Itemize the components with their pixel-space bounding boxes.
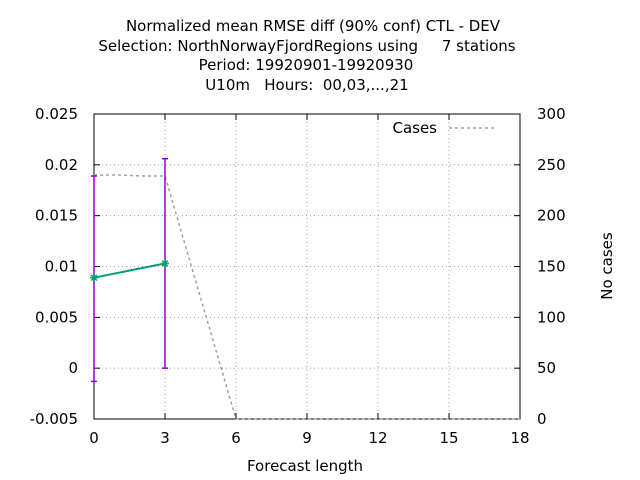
data-point (90, 273, 98, 282)
y-tick-label: 0.015 (35, 207, 78, 225)
cases-line (94, 174, 520, 420)
chart-title: Normalized mean RMSE diff (90% conf) CTL… (98, 17, 515, 94)
y2-tick-label: 200 (537, 207, 566, 225)
title-line-3: Period: 19920901-19920930 (199, 56, 414, 74)
legend: Cases (392, 119, 495, 137)
x-axis-ticks: 0 3 6 9 12 15 18 (89, 114, 530, 447)
y-tick-label: 0 (68, 359, 78, 377)
y2-axis-label: No cases (598, 232, 616, 300)
series-layer (90, 157, 520, 420)
data-point-stroke (90, 274, 98, 282)
data-point (161, 259, 169, 268)
y-tick-label: 0.005 (35, 308, 78, 326)
x-tick-label: 12 (368, 429, 387, 447)
title-line-2: Selection: NorthNorwayFjordRegions using… (98, 37, 515, 55)
x-tick-label: 15 (439, 429, 458, 447)
legend-label-cases: Cases (392, 119, 437, 137)
y-tick-label: 0.01 (45, 258, 78, 276)
x-axis-label: Forecast length (247, 457, 363, 475)
y2-tick-label: 0 (537, 410, 547, 428)
x-tick-label: 9 (302, 429, 312, 447)
data-point-stroke (161, 260, 169, 267)
y-axis-ticks: -0.005 0 0.005 0.01 0.015 0.02 0.025 (30, 105, 100, 428)
mean-line (93, 262, 166, 279)
title-line-1: Normalized mean RMSE diff (90% conf) CTL… (126, 17, 501, 35)
y-tick-label: 0.02 (45, 156, 78, 174)
y2-tick-label: 300 (537, 105, 566, 123)
grid (94, 114, 520, 419)
x-tick-label: 3 (160, 429, 170, 447)
y2-axis-ticks: 0 50 100 150 200 250 300 (514, 105, 566, 428)
x-tick-label: 18 (510, 429, 529, 447)
title-line-4: U10m Hours: 00,03,...,21 (205, 76, 408, 94)
y-tick-label: 0.025 (35, 105, 78, 123)
y2-tick-label: 100 (537, 308, 566, 326)
y2-tick-label: 250 (537, 156, 566, 174)
x-tick-label: 0 (89, 429, 99, 447)
y2-tick-label: 50 (537, 359, 556, 377)
y-tick-label: -0.005 (30, 410, 78, 428)
x-tick-label: 6 (231, 429, 241, 447)
y2-tick-label: 150 (537, 258, 566, 276)
